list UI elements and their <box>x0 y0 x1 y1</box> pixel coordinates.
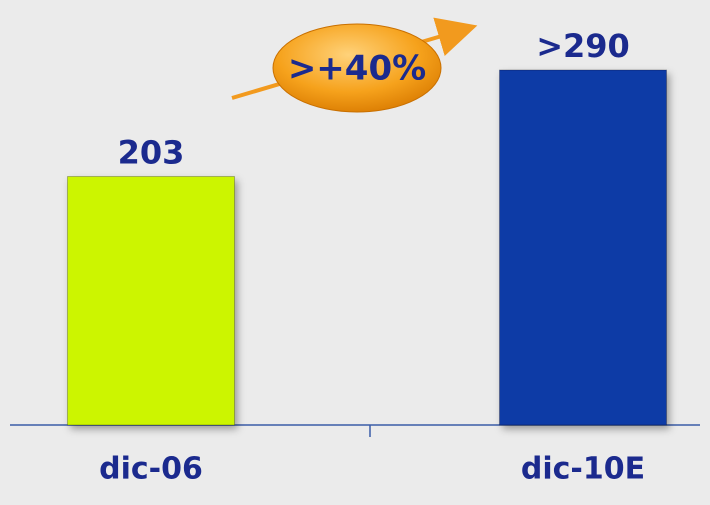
bar <box>499 69 667 426</box>
x-tick-label: dic-06 <box>99 452 203 487</box>
annotation-bubble <box>272 23 442 113</box>
value-label: >290 <box>536 27 630 65</box>
annotation: >+40% <box>288 49 426 89</box>
bar <box>67 176 235 426</box>
value-label: 203 <box>118 134 185 172</box>
x-tick-label: dic-10E <box>521 452 645 487</box>
bars: 203 dic-06 >290 dic-10E <box>67 27 667 487</box>
